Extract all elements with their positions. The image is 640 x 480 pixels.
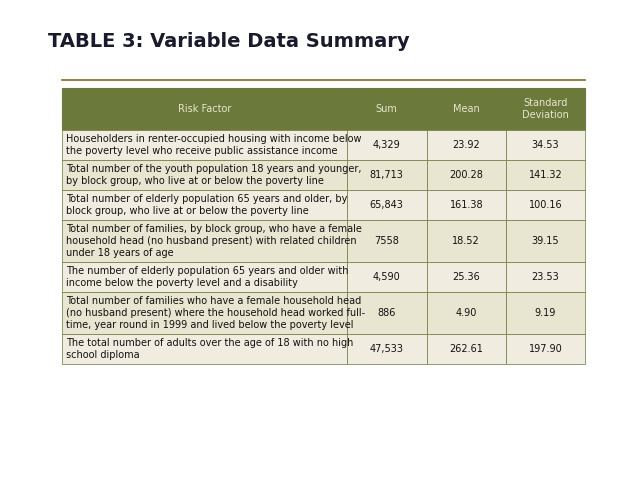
Bar: [506, 262, 585, 292]
Text: Total number of elderly population 65 years and older, by
block group, who live : Total number of elderly population 65 ye…: [66, 194, 348, 216]
Text: Mean: Mean: [453, 104, 479, 114]
Text: 39.15: 39.15: [532, 236, 559, 246]
Bar: [426, 190, 506, 220]
Text: 100.16: 100.16: [529, 200, 563, 210]
Bar: [426, 334, 506, 364]
Text: Householders in renter-occupied housing with income below
the poverty level who : Householders in renter-occupied housing …: [66, 134, 362, 156]
Text: 886: 886: [378, 308, 396, 318]
Bar: [347, 262, 426, 292]
Text: 34.53: 34.53: [532, 140, 559, 150]
Bar: [506, 160, 585, 190]
Bar: [62, 88, 347, 130]
Text: 4,329: 4,329: [373, 140, 401, 150]
Text: 200.28: 200.28: [449, 170, 483, 180]
Bar: [506, 88, 585, 130]
Text: TABLE 3: Variable Data Summary: TABLE 3: Variable Data Summary: [48, 32, 410, 51]
Text: 7558: 7558: [374, 236, 399, 246]
Bar: [426, 292, 506, 334]
Text: 18.52: 18.52: [452, 236, 480, 246]
Bar: [347, 292, 426, 334]
Bar: [347, 220, 426, 262]
Text: Total number of families, by block group, who have a female
household head (no h: Total number of families, by block group…: [66, 225, 362, 258]
Text: 9.19: 9.19: [535, 308, 556, 318]
Bar: [426, 130, 506, 160]
Bar: [426, 160, 506, 190]
Bar: [426, 220, 506, 262]
Bar: [426, 262, 506, 292]
Text: The total number of adults over the age of 18 with no high
school diploma: The total number of adults over the age …: [66, 338, 353, 360]
Text: Total number of the youth population 18 years and younger,
by block group, who l: Total number of the youth population 18 …: [66, 164, 362, 186]
Text: 161.38: 161.38: [449, 200, 483, 210]
Text: 23.53: 23.53: [532, 272, 559, 282]
Bar: [347, 160, 426, 190]
Text: Total number of families who have a female household head
(no husband present) w: Total number of families who have a fema…: [66, 296, 365, 330]
Text: 81,713: 81,713: [370, 170, 404, 180]
Bar: [62, 334, 347, 364]
Text: Standard
Deviation: Standard Deviation: [522, 98, 569, 120]
Bar: [62, 160, 347, 190]
Bar: [62, 190, 347, 220]
Text: 262.61: 262.61: [449, 344, 483, 354]
Text: Risk Factor: Risk Factor: [178, 104, 231, 114]
Bar: [426, 88, 506, 130]
Text: 4.90: 4.90: [456, 308, 477, 318]
Text: 4,590: 4,590: [373, 272, 401, 282]
Bar: [506, 220, 585, 262]
Bar: [347, 190, 426, 220]
Bar: [506, 334, 585, 364]
Bar: [62, 220, 347, 262]
Text: 47,533: 47,533: [370, 344, 404, 354]
Text: 65,843: 65,843: [370, 200, 404, 210]
Bar: [506, 130, 585, 160]
Text: 141.32: 141.32: [529, 170, 563, 180]
Text: 23.92: 23.92: [452, 140, 480, 150]
Bar: [506, 292, 585, 334]
Bar: [62, 292, 347, 334]
Text: The number of elderly population 65 years and older with
income below the povert: The number of elderly population 65 year…: [66, 266, 349, 288]
Bar: [62, 262, 347, 292]
Text: Sum: Sum: [376, 104, 397, 114]
Bar: [347, 334, 426, 364]
Bar: [506, 190, 585, 220]
Bar: [347, 88, 426, 130]
Bar: [347, 130, 426, 160]
Text: 197.90: 197.90: [529, 344, 563, 354]
Bar: [62, 130, 347, 160]
Text: 25.36: 25.36: [452, 272, 480, 282]
